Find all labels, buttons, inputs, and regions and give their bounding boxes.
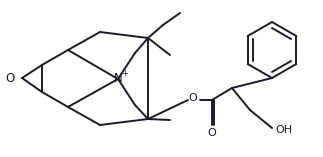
Text: OH: OH	[276, 125, 293, 135]
Text: O: O	[189, 93, 197, 103]
Text: N: N	[114, 73, 122, 86]
Text: O: O	[5, 71, 15, 84]
Text: +: +	[121, 68, 129, 78]
Text: O: O	[208, 128, 216, 138]
